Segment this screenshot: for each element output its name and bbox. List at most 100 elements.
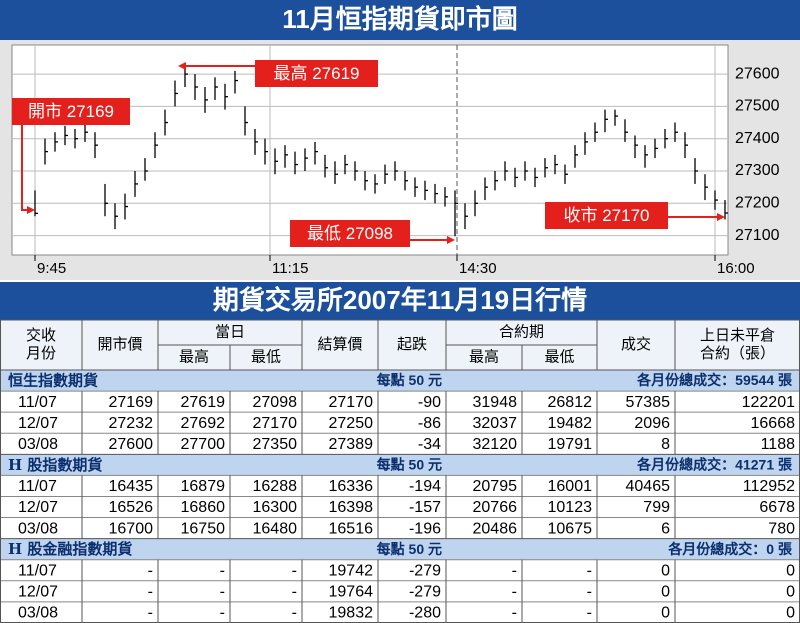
annotation-box bbox=[290, 220, 410, 247]
section-per-point: 每點 50 元 bbox=[377, 372, 442, 388]
section-total: 各月份總成交：41271 張 bbox=[636, 457, 793, 473]
section-per-point: 每點 50 元 bbox=[377, 457, 442, 473]
table-cell: -90 bbox=[418, 394, 441, 411]
table-cell: 27170 bbox=[253, 415, 298, 432]
table-cell: - bbox=[512, 605, 517, 622]
table-cell: - bbox=[220, 605, 225, 622]
table-cell: 03/08 bbox=[18, 436, 58, 453]
annotation-box bbox=[255, 60, 378, 87]
table-cell: -157 bbox=[409, 499, 441, 516]
section-row bbox=[0, 454, 800, 476]
table-cell: 27170 bbox=[329, 394, 374, 411]
table-cell: 1188 bbox=[761, 436, 796, 453]
table-cell: 27600 bbox=[109, 436, 154, 453]
table-cell: - bbox=[587, 584, 592, 601]
table-cell: 19482 bbox=[548, 415, 593, 432]
section-row bbox=[0, 538, 800, 560]
header-cell: 交收 bbox=[26, 326, 56, 344]
table-cell: 16001 bbox=[548, 478, 593, 495]
table-cell: 19832 bbox=[329, 605, 374, 622]
annotation-arrow bbox=[21, 125, 29, 211]
arrow-head bbox=[717, 213, 725, 221]
table-cell: 11/07 bbox=[18, 478, 57, 495]
section-name: H 股指數期貨 bbox=[8, 456, 102, 474]
table-cell: -279 bbox=[409, 584, 441, 601]
table-cell: 27169 bbox=[109, 394, 154, 411]
table-cell: 19742 bbox=[329, 562, 374, 579]
table-cell: 16526 bbox=[109, 499, 154, 516]
table-cell: - bbox=[512, 562, 517, 579]
table-cell: 16398 bbox=[329, 499, 374, 516]
table-cell: -279 bbox=[409, 562, 441, 579]
section-name: 恒生指數期貨 bbox=[8, 372, 98, 390]
annotation-box bbox=[12, 98, 130, 125]
table-cell: -194 bbox=[409, 478, 441, 495]
annotation-text: 最高 27619 bbox=[274, 64, 360, 83]
table-cell: 31948 bbox=[473, 394, 518, 411]
table-cell: 27232 bbox=[109, 415, 154, 432]
header-cell: 結算價 bbox=[317, 335, 362, 353]
table-cell: - bbox=[220, 562, 225, 579]
section-per-point: 每點 50 元 bbox=[377, 541, 442, 557]
table-cell: 0 bbox=[661, 605, 670, 622]
x-tick-label: 14:30 bbox=[459, 260, 497, 277]
header-cell: 當日 bbox=[215, 323, 245, 340]
header-cell: 上日未平倉 bbox=[700, 327, 775, 344]
table-cell: 03/08 bbox=[18, 605, 58, 622]
table-cell: -196 bbox=[409, 520, 441, 537]
y-tick-label: 27400 bbox=[735, 130, 780, 147]
table-cell: 16300 bbox=[253, 499, 298, 516]
y-tick-label: 27300 bbox=[735, 162, 780, 179]
arrow-head bbox=[27, 206, 35, 214]
table-cell: 32120 bbox=[473, 436, 518, 453]
table-cell: 16435 bbox=[109, 478, 154, 495]
table-cell: 10675 bbox=[548, 520, 593, 537]
x-tick-label: 9:45 bbox=[37, 260, 66, 277]
table-cell: - bbox=[148, 562, 153, 579]
table-cell: 0 bbox=[786, 584, 795, 601]
table-cell: 26812 bbox=[548, 394, 593, 411]
table-cell: - bbox=[512, 584, 517, 601]
table-cell: 2096 bbox=[634, 415, 670, 432]
header-cell: 最高 bbox=[179, 348, 209, 365]
table-cell: 799 bbox=[643, 499, 670, 516]
table-cell: 32037 bbox=[473, 415, 518, 432]
chart-title: 11月恒指期貨即市圖 bbox=[282, 4, 518, 34]
annotation-box bbox=[545, 202, 668, 229]
section-row bbox=[0, 370, 800, 392]
table-cell: 19791 bbox=[548, 436, 593, 453]
table-cell: 03/08 bbox=[18, 520, 58, 537]
table-cell: 16480 bbox=[253, 520, 298, 537]
table-cell: 27619 bbox=[181, 394, 226, 411]
header-cell: 最低 bbox=[251, 348, 281, 365]
y-tick-label: 27200 bbox=[735, 195, 780, 212]
y-tick-label: 27100 bbox=[735, 227, 780, 244]
table-cell: 27350 bbox=[253, 436, 298, 453]
table-cell: 11/07 bbox=[18, 562, 57, 579]
table-cell: - bbox=[587, 605, 592, 622]
table-cell: 20795 bbox=[473, 478, 518, 495]
table-cell: 16700 bbox=[109, 520, 154, 537]
x-tick-label: 16:00 bbox=[717, 260, 755, 277]
table-cell: 16288 bbox=[253, 478, 298, 495]
table-cell: 27389 bbox=[329, 436, 374, 453]
table-cell: 20486 bbox=[473, 520, 518, 537]
table-cell: 16879 bbox=[181, 478, 226, 495]
table-title-bar bbox=[0, 282, 800, 320]
table-cell: 11/07 bbox=[18, 394, 57, 411]
table-cell: 27098 bbox=[253, 394, 298, 411]
table-cell: - bbox=[148, 584, 153, 601]
header-cell: 月份 bbox=[26, 345, 56, 362]
table-cell: -280 bbox=[409, 605, 441, 622]
table-cell: 12/07 bbox=[18, 499, 58, 516]
section-name: H 股金融指數期貨 bbox=[8, 540, 132, 558]
y-tick-label: 27600 bbox=[735, 65, 780, 82]
table-cell: 0 bbox=[661, 562, 670, 579]
arrow-head bbox=[447, 236, 455, 244]
table-cell: -86 bbox=[418, 415, 441, 432]
table-cell: - bbox=[220, 584, 225, 601]
table-cell: 27250 bbox=[329, 415, 374, 432]
section-total: 各月份總成交：0 張 bbox=[667, 541, 793, 557]
table-cell: 27692 bbox=[181, 415, 226, 432]
